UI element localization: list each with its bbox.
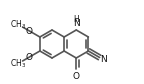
- Text: N: N: [100, 55, 106, 64]
- Text: O: O: [26, 52, 33, 61]
- Text: O: O: [26, 26, 33, 36]
- Text: N: N: [73, 19, 80, 28]
- Text: H: H: [73, 15, 79, 24]
- Text: O: O: [73, 72, 80, 81]
- Text: CH$_3$: CH$_3$: [10, 57, 26, 70]
- Text: CH$_3$: CH$_3$: [10, 18, 26, 31]
